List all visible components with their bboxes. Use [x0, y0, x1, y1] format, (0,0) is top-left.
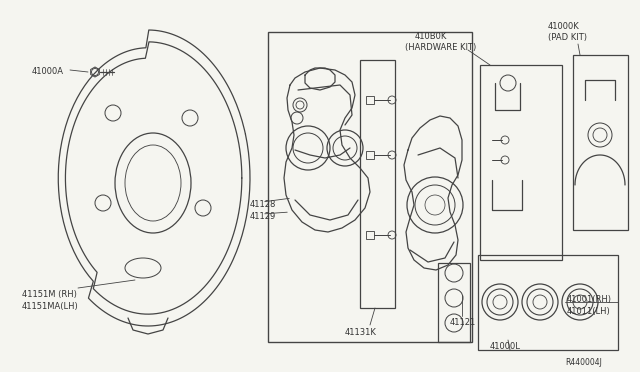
Text: (PAD KIT): (PAD KIT): [548, 33, 587, 42]
Text: 41129: 41129: [250, 212, 276, 221]
Bar: [366, 231, 374, 239]
Bar: [366, 151, 374, 159]
Text: 41000L: 41000L: [490, 342, 521, 351]
Bar: [360, 60, 395, 308]
Text: 410B0K: 410B0K: [415, 32, 447, 41]
Text: 41151M (RH): 41151M (RH): [22, 290, 77, 299]
Text: (HARDWARE KIT): (HARDWARE KIT): [405, 43, 476, 52]
Text: 41128: 41128: [250, 200, 276, 209]
Text: 41151MA(LH): 41151MA(LH): [22, 302, 79, 311]
Text: 41000K: 41000K: [548, 22, 580, 31]
Text: 41000A: 41000A: [32, 67, 64, 76]
Text: 41011(LH): 41011(LH): [567, 307, 611, 316]
Text: R440004J: R440004J: [565, 358, 602, 367]
Text: 41121: 41121: [450, 318, 476, 327]
Text: 41131K: 41131K: [345, 328, 377, 337]
Text: 41001(RH): 41001(RH): [567, 295, 612, 304]
Bar: [366, 96, 374, 104]
